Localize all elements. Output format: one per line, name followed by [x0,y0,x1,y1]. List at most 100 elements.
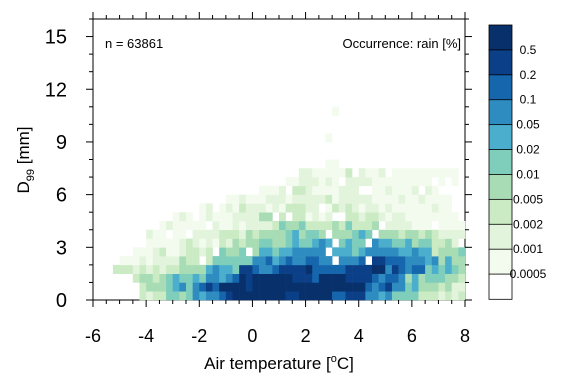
heatmap-cell [199,229,207,239]
heatmap-cell [411,194,419,204]
heatmap-cell [398,220,406,231]
heatmap-cell [232,282,240,292]
heatmap-cell [312,185,320,195]
heatmap-cell [451,212,459,222]
heatmap-cell [139,264,147,274]
heatmap-cell [405,203,413,213]
heatmap-cell [338,194,346,204]
heatmap-cell [225,203,233,213]
heatmap-cell [318,273,326,283]
heatmap-cell [398,168,406,178]
colorbar-label: 0.2 [520,68,537,82]
heatmap-cell [159,238,167,248]
heatmap-cell [219,220,227,231]
x-axis-label-text: Air temperature [ [204,354,331,373]
x-tick-label: 0 [247,326,257,346]
heatmap-cell [192,291,200,301]
heatmap-cell [391,291,399,301]
heatmap-cell [225,229,233,239]
heatmap-cell [438,203,446,213]
heatmap-cell [325,220,333,231]
heatmap-cell [259,273,267,283]
heatmap-cell [445,168,453,178]
heatmap-cell [372,264,379,274]
heatmap-cell [272,264,280,274]
heatmap-cell [358,264,366,274]
heatmap-cell [259,264,267,274]
heatmap-cell [139,247,147,257]
x-tick-label: 2 [301,326,311,346]
heatmap-cell [411,291,419,301]
heatmap-cell [405,256,413,266]
heatmap-cell [358,247,366,257]
heatmap-cell [458,220,466,231]
heatmap-cell [239,282,247,292]
heatmap-cell [305,238,313,248]
heatmap-cell [365,273,373,283]
heatmap-cell [252,238,260,248]
heatmap-cell [385,273,393,283]
heatmap-cell [279,291,286,301]
heatmap-cell [431,168,439,178]
heatmap-cell [265,282,273,292]
heatmap-cell [252,229,260,239]
heatmap-cell [391,273,399,283]
heatmap-cell [298,168,306,178]
heatmap-cell [279,212,286,222]
heatmap-cell [385,177,393,187]
heatmap-cell [385,185,393,195]
heatmap-cell [186,273,193,283]
heatmap-cell [232,229,240,239]
heatmap-cell [325,291,333,301]
heatmap-cell [132,256,140,266]
heatmap-cell [186,282,193,292]
heatmap-cell [305,256,313,266]
heatmap-cell [418,282,426,292]
heatmap-cell [418,238,426,248]
heatmap-cell [372,291,379,301]
heatmap-cell [298,203,306,213]
heatmap-cell [225,212,233,222]
heatmap-cell [292,256,300,266]
heatmap-cell [225,264,233,274]
heatmap-cell [272,185,280,195]
heatmap-cell [365,177,373,187]
heatmap-cell [438,291,446,301]
heatmap-cell [139,273,147,283]
heatmap-cell [425,291,433,301]
heatmap-cell [458,247,466,257]
heatmap-cell [305,291,313,301]
heatmap-cell [431,194,439,204]
heatmap-cell [378,256,386,266]
heatmap-cell [378,212,386,222]
heatmap-cell [325,282,333,292]
heatmap-cell [318,177,326,187]
heatmap-cell [391,264,399,274]
heatmap-cell [312,291,320,301]
heatmap-cell [239,229,247,239]
heatmap-cell [292,220,300,231]
heatmap-cell [318,264,326,274]
heatmap-cell [345,185,353,195]
heatmap-cell [425,256,433,266]
heatmap-cell [225,256,233,266]
heatmap-cell [405,273,413,283]
heatmap-cell [159,291,167,301]
heatmap-cell [451,247,459,257]
heatmap-cell [265,247,273,257]
heatmap-cell [205,273,213,283]
heatmap-cell [259,247,267,257]
heatmap-cell [418,256,426,266]
heatmap-cell [285,238,293,248]
heatmap-cell [239,247,247,257]
heatmap-cell [325,212,333,222]
heatmap-cell [418,247,426,257]
heatmap-cell [358,256,366,266]
heatmap-cell [438,194,446,204]
heatmap-cell [292,273,300,283]
heatmap-cell [259,220,267,231]
heatmap-cell [385,220,393,231]
heatmap-cell [431,238,439,248]
heatmap-cell [239,203,247,213]
